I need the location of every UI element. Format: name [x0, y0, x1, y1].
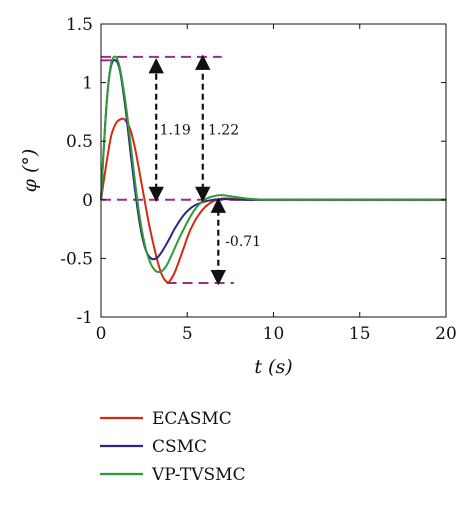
x-tick-label: 10	[263, 324, 285, 344]
y-axis-label: φ (°)	[19, 149, 41, 193]
reference-lines	[101, 55, 446, 285]
x-axis-label: t (s)	[254, 356, 292, 378]
y-tick-label: 1	[82, 74, 93, 94]
y-tick-label: 0	[82, 191, 93, 211]
x-tick-label: 20	[435, 324, 457, 344]
plot-frame	[100, 23, 447, 318]
legend-label: VP-TVSMC	[151, 465, 246, 485]
annotations: 1.19 1.22 -0.71	[148, 54, 261, 286]
series-line-vp-tvsmc	[100, 55, 446, 274]
y-tick-label: -0.5	[60, 249, 93, 269]
series-group	[100, 55, 446, 284]
legend: ECASMC CSMC VP-TVSMC	[100, 409, 246, 485]
axes: 0 5 10 15 20 -1 -0.5 0 0.5 1 1.5 t (s) φ (°)	[19, 15, 457, 378]
x-tick-label: 5	[182, 324, 193, 344]
y-tick-label: 0.5	[66, 132, 93, 152]
annotation-label-1: 1.22	[208, 122, 239, 138]
legend-label: CSMC	[152, 437, 207, 457]
y-tick-label: -1	[76, 308, 93, 328]
annotation-label-0: 1.19	[160, 122, 191, 138]
y-tick-label: 1.5	[66, 15, 93, 35]
x-tick-label: 0	[96, 324, 107, 344]
x-tick-label: 15	[349, 324, 371, 344]
legend-label: ECASMC	[152, 409, 232, 429]
series-line-csmc	[100, 58, 446, 261]
annotation-label-2: -0.71	[225, 234, 261, 250]
